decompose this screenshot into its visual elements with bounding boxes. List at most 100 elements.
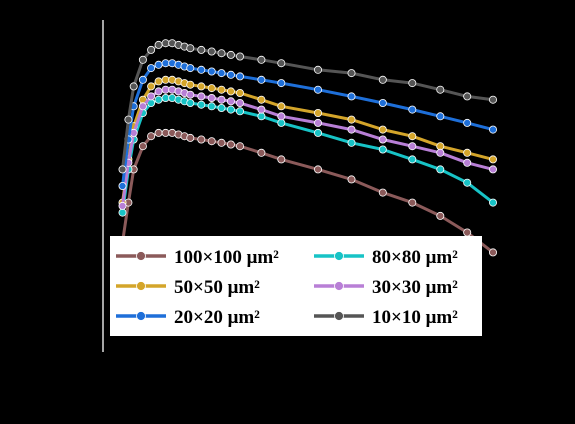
legend-item: 50×50 μm² [116,277,260,298]
data-point [257,148,266,157]
series-3 [118,85,497,210]
data-point [257,55,266,64]
data-point [277,102,286,111]
data-point [235,52,244,61]
data-point [347,125,356,134]
data-point [207,94,216,103]
data-point [488,165,497,174]
data-point [347,175,356,184]
data-point [378,99,387,108]
data-point [217,95,226,104]
data-point [197,45,206,54]
legend-swatch-marker [136,281,146,291]
data-point [161,85,170,94]
data-point [313,128,322,137]
data-point [129,82,138,91]
data-point [488,95,497,104]
legend-swatch-marker [136,311,146,321]
data-point [147,92,156,101]
data-point [217,69,226,78]
data-point [347,92,356,101]
data-point [408,132,417,141]
data-point [217,138,226,147]
data-point [235,142,244,151]
data-point [226,87,235,96]
data-point [436,142,445,151]
data-point [147,45,156,54]
series-layer [118,39,497,257]
data-point [226,105,235,114]
data-point [436,211,445,220]
data-point [207,67,216,76]
data-point [197,135,206,144]
data-point [488,198,497,207]
data-point [436,165,445,174]
data-point [408,155,417,164]
data-point [186,133,195,142]
data-point [257,105,266,114]
legend-item: 30×30 μm² [314,277,458,298]
data-point [226,97,235,106]
legend-item: 10×10 μm² [314,307,458,328]
data-point [154,60,163,69]
legend-label: 30×30 μm² [372,277,458,298]
series-1 [118,94,497,217]
data-point [186,64,195,73]
data-point [277,112,286,121]
data-point [217,85,226,94]
data-point [207,137,216,146]
data-point [197,65,206,74]
data-point [463,158,472,167]
data-point [277,118,286,127]
data-point [257,95,266,104]
data-point [154,77,163,86]
data-point [186,99,195,108]
data-point [138,55,147,64]
data-point [257,75,266,84]
data-point [277,155,286,164]
data-point [161,59,170,68]
data-point [226,140,235,149]
data-point [226,70,235,79]
data-point [161,75,170,84]
data-point [186,44,195,53]
data-point [347,138,356,147]
data-point [147,64,156,73]
data-point [436,148,445,157]
legend-label: 80×80 μm² [372,247,458,268]
data-point [147,82,156,91]
data-point [186,90,195,99]
legend-swatch-marker [334,251,344,261]
data-point [408,198,417,207]
data-point [463,118,472,127]
data-point [408,79,417,88]
data-point [463,178,472,187]
data-point [378,125,387,134]
data-point [313,85,322,94]
data-point [197,92,206,101]
data-point [488,248,497,257]
data-point [313,118,322,127]
series-0 [118,128,497,257]
data-point [313,165,322,174]
data-point [378,145,387,154]
legend-swatch-marker [334,281,344,291]
data-point [463,228,472,237]
data-point [154,95,163,104]
data-point [161,94,170,103]
data-point [488,125,497,134]
data-point [217,104,226,113]
data-point [488,155,497,164]
data-point [118,208,127,217]
data-point [378,75,387,84]
legend-label: 20×20 μm² [174,307,260,328]
data-point [118,181,127,190]
data-point [207,102,216,111]
data-point [197,100,206,109]
data-point [197,82,206,91]
data-point [235,99,244,108]
legend-item: 100×100 μm² [116,247,279,268]
data-point [235,107,244,116]
legend-label: 100×100 μm² [174,247,279,268]
data-point [186,80,195,89]
